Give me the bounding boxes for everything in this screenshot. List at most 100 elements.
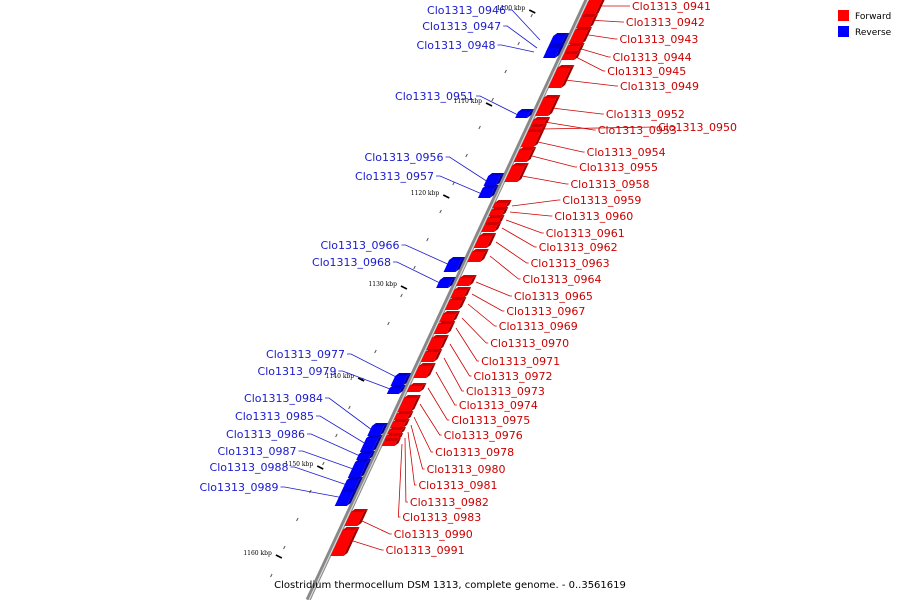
tick-mark (374, 349, 377, 354)
forward-gene-label[interactable]: Clo1313_0958 (571, 178, 650, 191)
reverse-gene-block (443, 257, 466, 272)
forward-gene-label[interactable]: Clo1313_0967 (506, 305, 585, 318)
forward-gene-block (426, 335, 449, 350)
forward-leader-line (501, 227, 537, 248)
reverse-gene-label[interactable]: Clo1313_0989 (200, 481, 279, 494)
forward-gene-block (548, 65, 575, 88)
reverse-gene-label[interactable]: Clo1313_0947 (422, 20, 501, 33)
kbp-tick-mark (485, 102, 493, 107)
forward-gene-label[interactable]: Clo1313_0962 (539, 241, 618, 254)
forward-gene-label[interactable]: Clo1313_0944 (613, 51, 692, 64)
reverse-leader-line (347, 353, 403, 381)
reverse-gene-label[interactable]: Clo1313_0987 (218, 445, 297, 458)
forward-leader-line (419, 403, 442, 436)
reverse-gene-label[interactable]: Clo1313_0966 (321, 239, 400, 252)
label-leader-lines (280, 5, 656, 551)
forward-gene-block (520, 129, 545, 147)
forward-gene-block (568, 27, 593, 44)
forward-gene-label[interactable]: Clo1313_0978 (435, 446, 514, 459)
forward-gene-label[interactable]: Clo1313_0965 (514, 290, 593, 303)
forward-gene-label[interactable]: Clo1313_0953 (598, 124, 677, 137)
forward-gene-label[interactable]: Clo1313_0943 (619, 33, 698, 46)
genome-caption: Clostridium thermocellum DSM 1313, compl… (274, 580, 626, 591)
forward-gene-label[interactable]: Clo1313_0961 (546, 227, 625, 240)
tick-mark (400, 293, 403, 298)
forward-gene-label[interactable]: Clo1313_0983 (402, 511, 481, 524)
reverse-gene-label[interactable]: Clo1313_0948 (417, 39, 496, 52)
forward-gene-block (450, 287, 472, 298)
reverse-gene-block (515, 109, 534, 118)
reverse-gene-label[interactable]: Clo1313_0957 (355, 170, 434, 183)
reverse-gene-label[interactable]: Clo1313_0956 (365, 151, 444, 164)
reverse-leader-line (508, 9, 541, 41)
reverse-gene-label[interactable]: Clo1313_0946 (427, 4, 506, 17)
reverse-leader-line (503, 25, 538, 49)
forward-gene-block (397, 395, 421, 412)
legend-reverse-swatch (838, 26, 849, 37)
forward-gene-label[interactable]: Clo1313_0990 (394, 528, 473, 541)
forward-gene-label[interactable]: Clo1313_0970 (490, 337, 569, 350)
forward-gene-label[interactable]: Clo1313_0945 (607, 65, 686, 78)
forward-gene-block (456, 275, 477, 286)
forward-leader-line (471, 293, 505, 312)
reverse-gene-label[interactable]: Clo1313_0986 (226, 428, 305, 441)
legend-reverse-label: Reverse (855, 28, 892, 38)
forward-leader-line (587, 19, 624, 23)
forward-leader-line (455, 327, 480, 362)
tick-mark (426, 237, 429, 242)
forward-gene-label[interactable]: Clo1313_0980 (427, 463, 506, 476)
forward-gene-label[interactable]: Clo1313_0949 (620, 80, 699, 93)
forward-gene-label[interactable]: Clo1313_0972 (474, 370, 553, 383)
forward-gene-label[interactable]: Clo1313_0976 (444, 429, 523, 442)
forward-gene-label[interactable]: Clo1313_0973 (466, 385, 545, 398)
forward-leader-line (531, 155, 578, 168)
forward-leader-line (443, 357, 464, 392)
kbp-tick-label: 1160 kbp (243, 550, 272, 557)
forward-leader-line (577, 47, 611, 58)
reverse-gene-label[interactable]: Clo1313_0951 (395, 90, 474, 103)
forward-gene-label[interactable]: Clo1313_0963 (531, 257, 610, 270)
gene-labels: Clo1313_0941 Clo1313_0942 Clo1313_0943 Clo1… (200, 0, 737, 557)
forward-leader-line (435, 371, 457, 406)
forward-gene-label[interactable]: Clo1313_0981 (419, 479, 498, 492)
kbp-tick-mark (528, 9, 536, 14)
forward-gene-label[interactable]: Clo1313_0950 (658, 121, 737, 134)
kbp-tick-mark (316, 465, 324, 470)
forward-gene-label[interactable]: Clo1313_0952 (606, 108, 685, 121)
forward-gene-label[interactable]: Clo1313_0974 (459, 399, 538, 412)
reverse-gene-label[interactable]: Clo1313_0968 (312, 256, 391, 269)
reverse-gene-label[interactable]: Clo1313_0984 (244, 392, 323, 405)
forward-gene-label[interactable]: Clo1313_0959 (562, 194, 641, 207)
tick-mark (530, 13, 533, 18)
reverse-leader-line (307, 433, 361, 457)
forward-gene-label[interactable]: Clo1313_0955 (579, 161, 658, 174)
forward-gene-block (504, 163, 529, 182)
forward-leader-line (475, 281, 512, 297)
forward-gene-label[interactable]: Clo1313_0982 (410, 496, 489, 509)
forward-gene-label[interactable]: Clo1313_0991 (386, 544, 465, 557)
tick-mark (504, 69, 507, 74)
reverse-gene-label[interactable]: Clo1313_0979 (258, 365, 337, 378)
forward-gene-label[interactable]: Clo1313_0942 (626, 16, 705, 29)
forward-gene-label[interactable]: Clo1313_0971 (481, 355, 560, 368)
forward-gene-label[interactable]: Clo1313_0969 (499, 320, 578, 333)
reverse-gene-label[interactable]: Clo1313_0985 (235, 410, 314, 423)
forward-gene-block (513, 147, 537, 162)
kbp-tick-mark (275, 554, 283, 559)
reverse-gene-label[interactable]: Clo1313_0988 (210, 461, 289, 474)
forward-gene-block (484, 215, 505, 224)
reverse-leader-line (338, 370, 399, 393)
forward-gene-label[interactable]: Clo1313_0960 (554, 210, 633, 223)
reverse-gene-label[interactable]: Clo1313_0977 (266, 348, 345, 361)
forward-gene-label[interactable]: Clo1313_0954 (587, 146, 666, 159)
forward-leader-line (511, 199, 561, 207)
forward-gene-label[interactable]: Clo1313_0964 (523, 273, 602, 286)
forward-leader-line (495, 241, 529, 264)
reverse-leader-line (401, 244, 453, 267)
forward-gene-label[interactable]: Clo1313_0975 (451, 414, 530, 427)
forward-leader-line (537, 141, 585, 153)
tick-mark (452, 181, 455, 186)
forward-leader-line (410, 424, 425, 470)
reverse-gene-block (543, 45, 564, 58)
forward-gene-label[interactable]: Clo1313_0941 (632, 0, 711, 13)
